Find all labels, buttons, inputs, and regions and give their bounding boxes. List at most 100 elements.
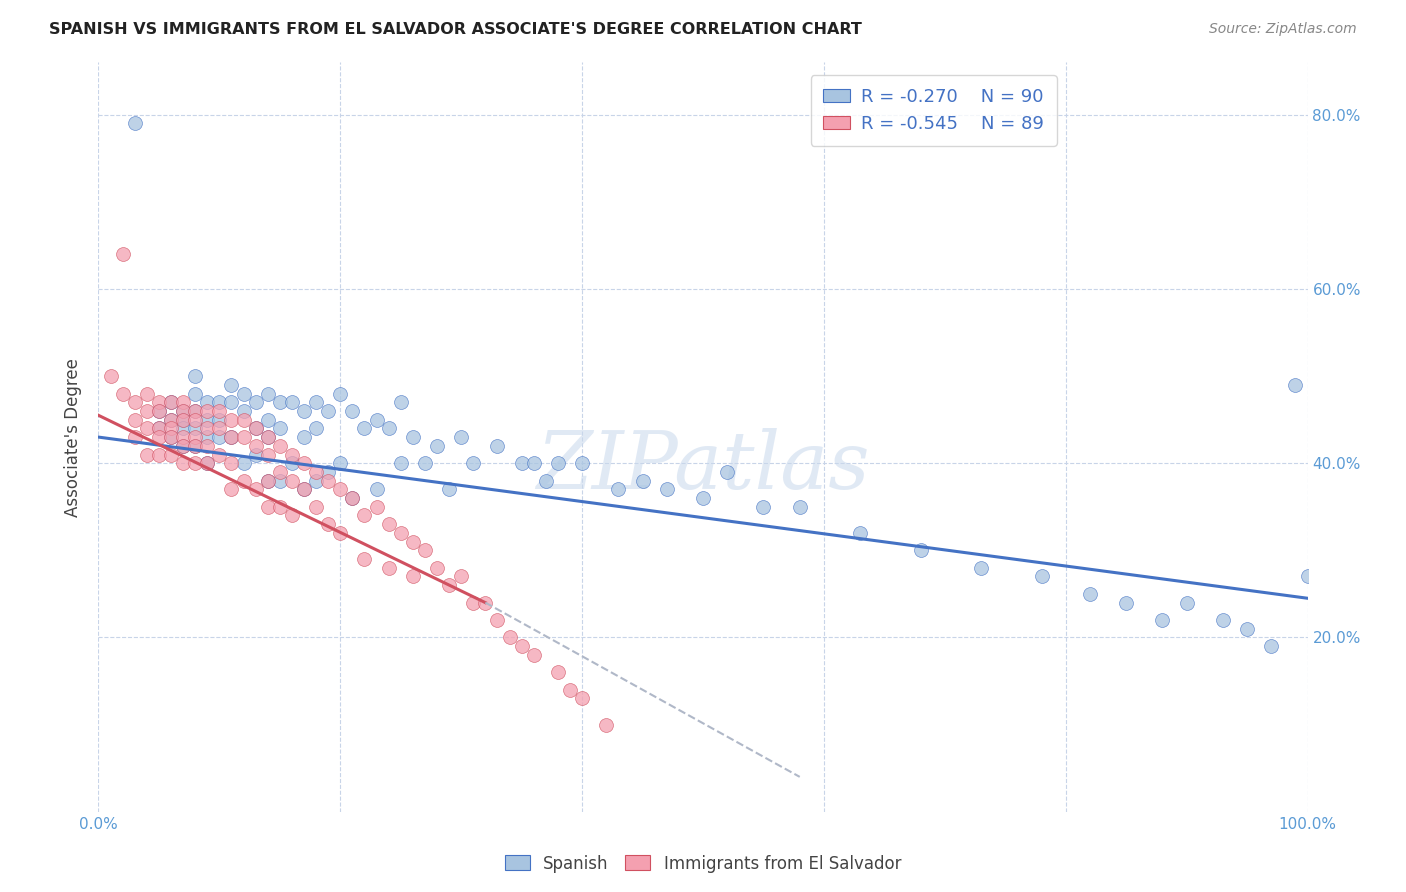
Point <box>172 404 194 418</box>
Point <box>172 456 194 470</box>
Point <box>353 508 375 523</box>
Point <box>389 395 412 409</box>
Point <box>329 386 352 401</box>
Point <box>292 483 315 497</box>
Point <box>752 500 775 514</box>
Point <box>208 448 231 462</box>
Point <box>160 412 183 426</box>
Point <box>571 691 593 706</box>
Point <box>281 474 304 488</box>
Point <box>195 439 218 453</box>
Point <box>366 412 388 426</box>
Point <box>402 534 425 549</box>
Point <box>256 474 278 488</box>
Point <box>329 525 352 540</box>
Point <box>208 430 231 444</box>
Point <box>172 404 194 418</box>
Point <box>305 465 328 479</box>
Point <box>184 430 207 444</box>
Point <box>1152 613 1174 627</box>
Point <box>571 456 593 470</box>
Point <box>124 412 146 426</box>
Point <box>160 412 183 426</box>
Point <box>305 421 328 435</box>
Point <box>1236 622 1258 636</box>
Point <box>221 395 243 409</box>
Point <box>160 430 183 444</box>
Point <box>256 500 278 514</box>
Point <box>342 491 364 505</box>
Point <box>292 404 315 418</box>
Point <box>849 525 872 540</box>
Point <box>970 561 993 575</box>
Point <box>437 578 460 592</box>
Point <box>366 500 388 514</box>
Point <box>377 421 399 435</box>
Point <box>292 430 315 444</box>
Point <box>523 648 546 662</box>
Point <box>135 421 157 435</box>
Point <box>269 500 291 514</box>
Y-axis label: Associate's Degree: Associate's Degree <box>65 358 83 516</box>
Point <box>184 439 207 453</box>
Point <box>1031 569 1053 583</box>
Point <box>124 116 146 130</box>
Point <box>450 569 472 583</box>
Point <box>655 483 678 497</box>
Point <box>148 421 170 435</box>
Point <box>389 456 412 470</box>
Point <box>160 395 183 409</box>
Point <box>245 448 267 462</box>
Point <box>342 491 364 505</box>
Point <box>305 500 328 514</box>
Point <box>426 439 449 453</box>
Point <box>195 430 218 444</box>
Point <box>269 474 291 488</box>
Point <box>389 525 412 540</box>
Point <box>692 491 714 505</box>
Point <box>1284 377 1306 392</box>
Point <box>281 456 304 470</box>
Point <box>184 404 207 418</box>
Point <box>256 430 278 444</box>
Point <box>498 631 520 645</box>
Point <box>463 456 485 470</box>
Point <box>450 430 472 444</box>
Point <box>232 456 254 470</box>
Point <box>245 421 267 435</box>
Point <box>269 395 291 409</box>
Point <box>426 561 449 575</box>
Point <box>523 456 546 470</box>
Point <box>160 448 183 462</box>
Legend: Spanish, Immigrants from El Salvador: Spanish, Immigrants from El Salvador <box>498 848 908 880</box>
Point <box>486 613 509 627</box>
Point <box>208 412 231 426</box>
Legend: R = -0.270    N = 90, R = -0.545    N = 89: R = -0.270 N = 90, R = -0.545 N = 89 <box>811 75 1057 145</box>
Point <box>256 448 278 462</box>
Point <box>172 430 194 444</box>
Point <box>269 439 291 453</box>
Point <box>221 483 243 497</box>
Point <box>172 412 194 426</box>
Point <box>269 421 291 435</box>
Point <box>316 517 339 532</box>
Point <box>342 404 364 418</box>
Point <box>631 474 654 488</box>
Point <box>172 439 194 453</box>
Point <box>558 682 581 697</box>
Point <box>486 439 509 453</box>
Point <box>269 465 291 479</box>
Point <box>124 430 146 444</box>
Point <box>208 421 231 435</box>
Point <box>1115 596 1137 610</box>
Point <box>160 421 183 435</box>
Point <box>377 517 399 532</box>
Point <box>221 430 243 444</box>
Point <box>195 456 218 470</box>
Point <box>172 412 194 426</box>
Point <box>232 412 254 426</box>
Point <box>256 430 278 444</box>
Point <box>184 412 207 426</box>
Point <box>221 377 243 392</box>
Point <box>329 483 352 497</box>
